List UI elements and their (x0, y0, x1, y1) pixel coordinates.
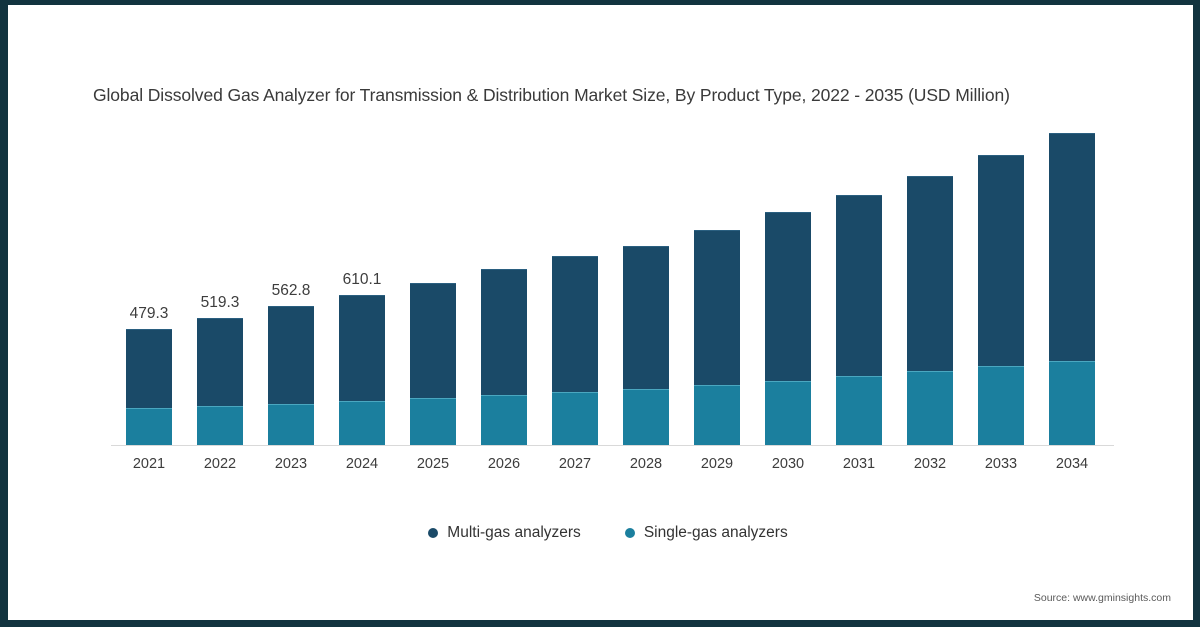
chart-canvas: Global Dissolved Gas Analyzer for Transm… (8, 5, 1193, 620)
bar-segment-single-gas[interactable] (836, 376, 882, 445)
bar-segment-single-gas[interactable] (765, 381, 811, 445)
bar-segment-multi-gas[interactable] (1049, 133, 1095, 361)
legend-item-multi-gas[interactable]: Multi-gas analyzers (428, 524, 581, 542)
bar-stack-2024[interactable] (339, 295, 385, 445)
bar-series-layer (8, 5, 1193, 620)
x-tick-2029: 2029 (700, 456, 734, 472)
legend-marker-icon (624, 528, 635, 538)
plot-area: 2021 2022 2023 2024 2025 2026 2027 2028 2029 2030… (8, 5, 1193, 620)
value-label-2024: 610.1 (342, 271, 382, 288)
x-tick-2031: 2031 (842, 456, 876, 472)
bar-segment-single-gas[interactable] (694, 385, 740, 445)
bar-stack-2034[interactable] (1049, 133, 1095, 445)
bar-segment-multi-gas[interactable] (694, 230, 740, 385)
bar-stack-2032[interactable] (907, 176, 953, 445)
x-tick-2023: 2023 (274, 456, 308, 472)
bar-segment-multi-gas[interactable] (197, 318, 243, 406)
bar-stack-2022[interactable] (197, 318, 243, 445)
chart-legend: Multi-gas analyzers Single-gas analyzers (8, 524, 1193, 542)
value-label-2023: 562.8 (271, 282, 311, 299)
page-title: Global Dissolved Gas Analyzer for Transm… (93, 85, 1010, 105)
bar-segment-multi-gas[interactable] (410, 283, 456, 398)
bar-stack-2031[interactable] (836, 195, 882, 445)
bar-segment-single-gas[interactable] (197, 406, 243, 445)
bar-segment-single-gas[interactable] (268, 404, 314, 445)
source-attribution: Source: www.gminsights.com (1033, 592, 1171, 604)
x-tick-2021: 2021 (132, 456, 166, 472)
bar-segment-multi-gas[interactable] (481, 269, 527, 395)
x-tick-2034: 2034 (1055, 456, 1089, 472)
bar-stack-2030[interactable] (765, 212, 811, 445)
bar-segment-multi-gas[interactable] (623, 246, 669, 389)
x-tick-2026: 2026 (487, 456, 521, 472)
value-label-2022: 519.3 (200, 294, 240, 311)
x-tick-2025: 2025 (416, 456, 450, 472)
bar-segment-multi-gas[interactable] (765, 212, 811, 381)
bar-stack-2025[interactable] (410, 283, 456, 445)
x-tick-2032: 2032 (913, 456, 947, 472)
x-tick-2030: 2030 (771, 456, 805, 472)
legend-marker-icon (428, 528, 439, 538)
x-tick-2027: 2027 (558, 456, 592, 472)
bar-segment-multi-gas[interactable] (907, 176, 953, 371)
legend-item-single-gas[interactable]: Single-gas analyzers (624, 524, 788, 542)
x-tick-2022: 2022 (203, 456, 237, 472)
bar-segment-multi-gas[interactable] (339, 295, 385, 401)
x-axis-line (111, 445, 1114, 446)
bar-segment-multi-gas[interactable] (552, 256, 598, 392)
legend-label: Single-gas analyzers (643, 524, 788, 541)
bar-segment-single-gas[interactable] (907, 371, 953, 445)
bar-segment-multi-gas[interactable] (836, 195, 882, 376)
x-tick-2033: 2033 (984, 456, 1018, 472)
bar-segment-single-gas[interactable] (126, 408, 172, 445)
bar-stack-2027[interactable] (552, 256, 598, 445)
legend-label: Multi-gas analyzers (447, 524, 581, 541)
bar-segment-multi-gas[interactable] (978, 155, 1024, 366)
bar-segment-single-gas[interactable] (1049, 361, 1095, 445)
bar-segment-single-gas[interactable] (978, 366, 1024, 445)
bar-stack-2023[interactable] (268, 306, 314, 445)
bar-segment-single-gas[interactable] (339, 401, 385, 445)
x-tick-2028: 2028 (629, 456, 663, 472)
bar-segment-single-gas[interactable] (410, 398, 456, 445)
value-label-2021: 479.3 (129, 305, 169, 322)
bar-segment-multi-gas[interactable] (268, 306, 314, 404)
x-tick-2024: 2024 (345, 456, 379, 472)
bar-stack-2021[interactable] (126, 329, 172, 445)
bar-segment-single-gas[interactable] (481, 395, 527, 445)
bar-segment-single-gas[interactable] (552, 392, 598, 445)
bar-segment-single-gas[interactable] (623, 389, 669, 445)
bar-stack-2033[interactable] (978, 155, 1024, 445)
bar-stack-2028[interactable] (623, 246, 669, 445)
bar-stack-2029[interactable] (694, 230, 740, 445)
bar-stack-2026[interactable] (481, 269, 527, 445)
bar-segment-multi-gas[interactable] (126, 329, 172, 408)
